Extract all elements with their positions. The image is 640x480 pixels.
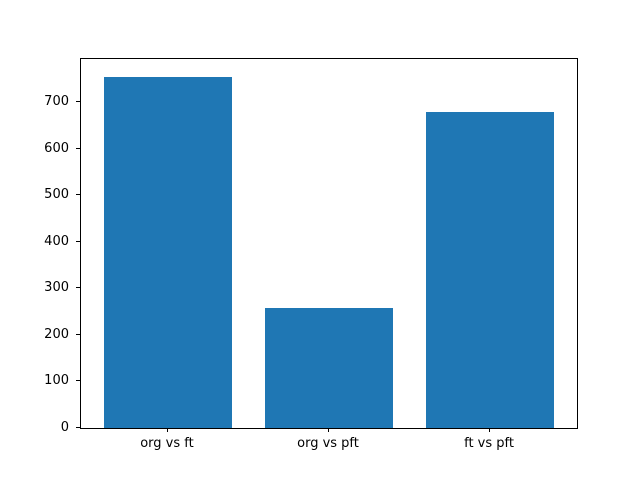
y-tick-mark bbox=[76, 101, 80, 103]
y-tick-label: 700 bbox=[44, 94, 69, 110]
x-tick-mark bbox=[328, 428, 329, 432]
y-tick-mark bbox=[76, 194, 80, 196]
y-tick-mark bbox=[76, 240, 80, 242]
y-tick-mark bbox=[76, 287, 80, 289]
y-tick-label: 300 bbox=[44, 280, 69, 296]
x-tick-label: org vs ft bbox=[140, 436, 194, 451]
y-tick-label: 200 bbox=[44, 326, 69, 342]
y-tick-mark bbox=[76, 427, 80, 428]
bar bbox=[425, 111, 555, 428]
y-tick-label: 400 bbox=[44, 233, 69, 249]
bar bbox=[264, 307, 394, 428]
y-tick-label: 600 bbox=[44, 140, 69, 156]
y-tick-label: 500 bbox=[44, 187, 69, 203]
y-tick-mark bbox=[76, 333, 80, 335]
x-tick-mark bbox=[489, 428, 491, 432]
x-tick-mark bbox=[166, 428, 168, 432]
x-tick-label: org vs pft bbox=[297, 436, 359, 451]
y-tick-mark bbox=[76, 380, 80, 382]
y-tick-mark bbox=[76, 147, 80, 149]
x-tick-label: ft vs pft bbox=[464, 436, 514, 451]
bar bbox=[103, 76, 233, 428]
plot-area bbox=[80, 58, 578, 429]
y-tick-label: 100 bbox=[44, 373, 69, 389]
y-tick-label: 0 bbox=[60, 420, 69, 435]
